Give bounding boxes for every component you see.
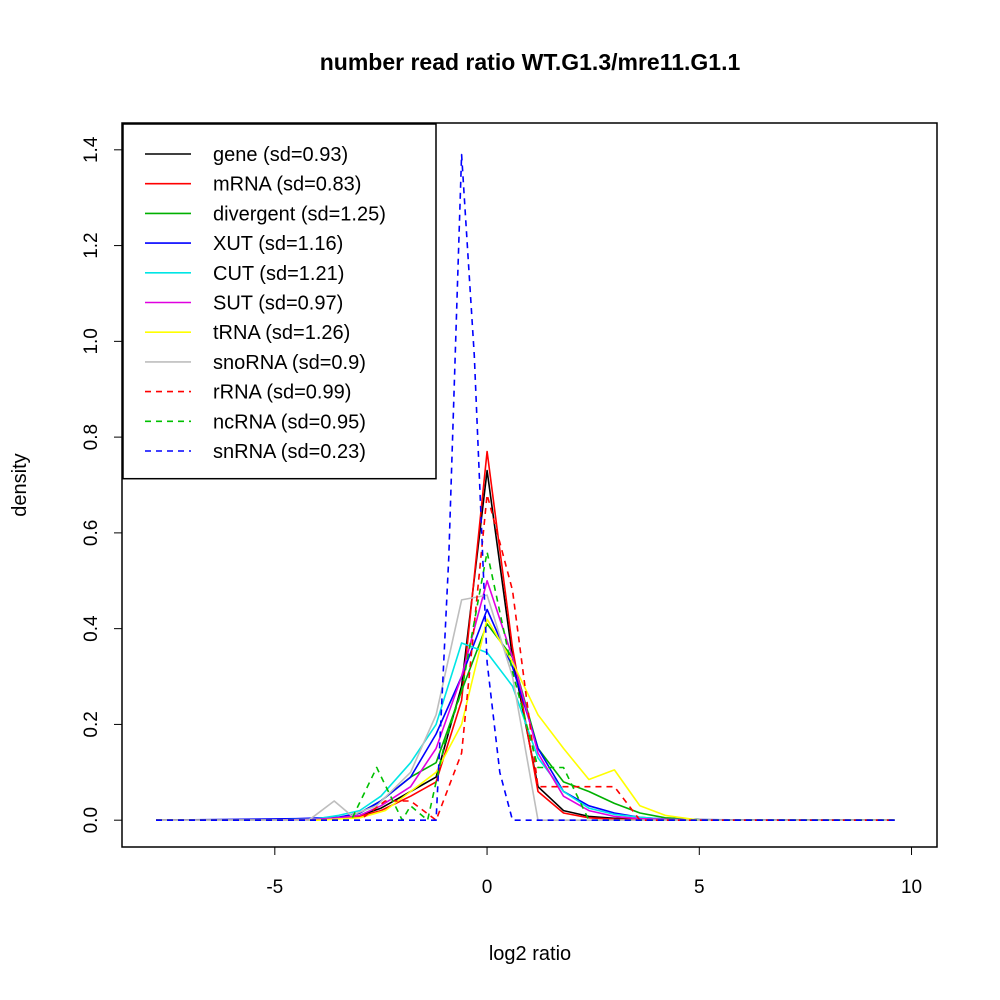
series-line <box>156 642 895 822</box>
y-axis: 0.0 0.2 0.4 0.6 0.8 1.0 1.2 1.4 <box>81 136 123 833</box>
x-tick-label: 0 <box>482 877 493 898</box>
legend-label: ncRNA (sd=0.95) <box>213 411 366 433</box>
x-axis-label: log2 ratio <box>489 943 571 965</box>
x-tick-label: 10 <box>901 877 922 898</box>
series-line <box>156 469 895 822</box>
series-line <box>156 493 895 822</box>
series-line <box>156 153 895 822</box>
legend-label: snoRNA (sd=0.9) <box>213 352 366 374</box>
x-axis: -5 0 5 10 <box>266 846 922 898</box>
legend: gene (sd=0.93) mRNA (sd=0.83) divergent (s… <box>122 123 437 480</box>
y-tick-label: 1.0 <box>81 328 102 354</box>
x-tick-label: -5 <box>266 877 283 898</box>
x-tick-label: 5 <box>694 877 705 898</box>
y-tick-label: 0.2 <box>81 711 102 737</box>
legend-label: CUT (sd=1.21) <box>213 263 344 285</box>
series-line <box>156 618 895 822</box>
legend-label: snRNA (sd=0.23) <box>213 441 366 463</box>
y-tick-label: 0.0 <box>81 807 102 833</box>
legend-label: tRNA (sd=1.26) <box>213 322 350 344</box>
series-line <box>155 608 895 822</box>
chart-title: number read ratio WT.G1.3/mre11.G1.1 <box>320 49 741 75</box>
legend-label: rRNA (sd=0.99) <box>213 382 351 404</box>
y-tick-label: 1.2 <box>81 232 102 258</box>
y-tick-label: 0.8 <box>81 424 102 450</box>
series-line <box>156 450 895 822</box>
y-tick-label: 1.4 <box>81 136 102 163</box>
y-tick-label: 0.4 <box>81 615 102 642</box>
legend-label: SUT (sd=0.97) <box>213 293 343 315</box>
legend-label: gene (sd=0.93) <box>213 144 348 166</box>
legend-label: XUT (sd=1.16) <box>213 233 343 255</box>
legend-label: divergent (sd=1.25) <box>213 203 386 225</box>
legend-label: mRNA (sd=0.83) <box>213 174 361 196</box>
y-tick-label: 0.6 <box>81 520 102 546</box>
series-layer <box>155 153 895 822</box>
y-axis-label: density <box>9 453 31 516</box>
series-line <box>156 551 895 822</box>
